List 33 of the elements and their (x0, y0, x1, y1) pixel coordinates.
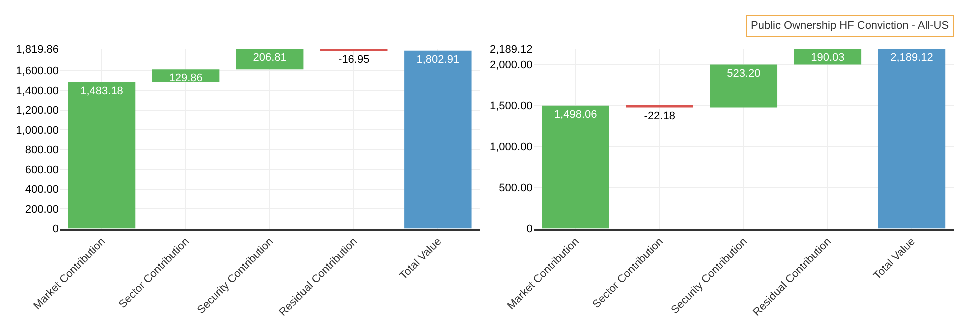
y-tick-label: 2,000.00 (490, 60, 533, 72)
data-label: -16.95 (338, 54, 370, 66)
y-tick-label: 0 (526, 224, 533, 236)
y-tick-label: 600.00 (25, 164, 59, 176)
y-tick-label: 1,600.00 (16, 66, 59, 78)
bar (68, 82, 136, 229)
chart-title: Public Ownership HF Conviction - All-US (751, 20, 950, 32)
data-label: 2,189.12 (890, 52, 934, 64)
data-label: 1,802.91 (416, 54, 460, 66)
y-tick-label: 1,500.00 (490, 100, 533, 113)
y-tick-label: 2,189.12 (490, 44, 533, 56)
y-tick-label: 800.00 (25, 144, 59, 157)
bar (542, 106, 610, 229)
data-label: 1,483.18 (80, 85, 124, 98)
y-tick-label: 400.00 (25, 184, 59, 196)
data-label: 129.86 (169, 72, 203, 85)
bar (626, 105, 694, 108)
y-tick-label: 1,000.00 (16, 124, 59, 137)
data-label: -22.18 (644, 110, 676, 123)
y-tick-label: 1,000.00 (490, 142, 533, 154)
y-tick-label: 500.00 (499, 182, 533, 195)
y-tick-label: 1,200.00 (16, 105, 59, 118)
y-tick-label: 200.00 (25, 204, 59, 216)
data-label: 1,498.06 (554, 108, 598, 121)
data-label: 190.03 (811, 52, 845, 64)
data-label: 523.20 (727, 68, 761, 80)
bar (878, 49, 946, 229)
bar (710, 64, 778, 108)
y-tick-label: 1,819.86 (16, 44, 59, 56)
bar (404, 50, 472, 229)
y-tick-label: 0 (52, 224, 59, 236)
y-tick-label: 1,400.00 (16, 85, 59, 98)
data-label: 206.81 (253, 52, 287, 64)
